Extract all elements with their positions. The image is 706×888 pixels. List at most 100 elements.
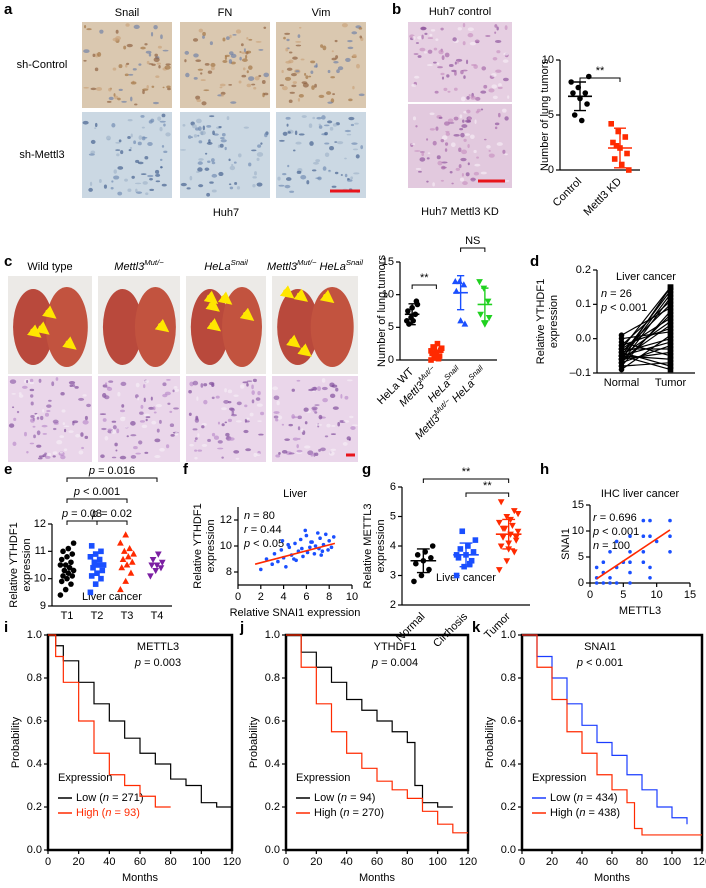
cell [152, 101, 159, 105]
arrow [35, 321, 50, 335]
y-tick-label: 0.2 [265, 801, 280, 813]
y-tick-label: 0.8 [27, 672, 42, 684]
data-point [68, 559, 74, 566]
cell [135, 382, 140, 388]
cell [196, 98, 202, 103]
cell [335, 387, 339, 392]
data-point [326, 548, 330, 552]
lung-lobe [45, 287, 88, 367]
data-point [98, 575, 104, 582]
data-point [126, 544, 133, 552]
cell [201, 101, 207, 106]
cell [427, 152, 431, 155]
cell [94, 67, 99, 72]
cell [163, 150, 168, 154]
cell [279, 84, 285, 87]
cell [505, 180, 510, 182]
cell [504, 116, 509, 121]
bracket [460, 247, 486, 252]
cell [29, 378, 34, 383]
cell [297, 437, 301, 440]
cell [494, 39, 502, 43]
data-point [476, 279, 483, 286]
x-axis-label: Months [594, 872, 631, 884]
data-point [431, 351, 438, 358]
cell [217, 144, 221, 149]
cell [344, 129, 351, 133]
cell [222, 59, 228, 63]
cell [419, 151, 425, 153]
cell [105, 386, 111, 389]
cell [322, 166, 327, 171]
cell [417, 170, 422, 173]
cell [329, 393, 336, 399]
cell [298, 93, 304, 98]
cell [209, 115, 215, 118]
survival-curve [48, 634, 232, 808]
cell [124, 178, 128, 182]
cell [231, 410, 235, 416]
pair-line [621, 314, 671, 364]
cell [313, 452, 316, 457]
y-axis-label: expression [21, 538, 33, 591]
note: Liver cancer [82, 591, 142, 603]
cell [184, 50, 190, 55]
cell [138, 440, 143, 445]
cell [498, 83, 502, 87]
cell [294, 130, 298, 136]
cell [188, 390, 192, 394]
data-point [428, 357, 434, 363]
cell [220, 93, 225, 97]
data-point [100, 562, 107, 568]
x-tick-label: 0 [519, 856, 525, 868]
cell [423, 51, 427, 54]
legend-label-part: = 93) [111, 807, 139, 819]
cell [218, 171, 224, 177]
cell [188, 412, 192, 416]
cell [349, 415, 354, 419]
cell [441, 76, 445, 80]
cell [286, 123, 289, 127]
cell [12, 441, 17, 447]
y-tick-label: 0.2 [501, 801, 516, 813]
cell [47, 452, 52, 457]
cell [241, 51, 246, 55]
x-tick-label: Normal [604, 377, 639, 389]
cell [71, 383, 76, 388]
cell [488, 88, 495, 93]
cell [474, 163, 481, 167]
cell [324, 435, 329, 438]
cell [348, 116, 355, 121]
cell [263, 72, 270, 78]
column-label: HeLaSnail [204, 258, 248, 273]
cell [165, 444, 170, 449]
cell [475, 110, 479, 114]
cell [212, 130, 215, 136]
comparison-label-part: p [88, 465, 95, 477]
error-bar [416, 548, 430, 574]
error-bar [408, 303, 416, 326]
cell [210, 66, 215, 71]
cell [125, 23, 130, 27]
data-point [69, 551, 76, 557]
cell [246, 37, 249, 40]
cell [256, 182, 263, 187]
cell [495, 69, 502, 73]
panel-letter: e [4, 461, 12, 478]
cell [21, 385, 28, 389]
data-point [327, 539, 332, 543]
cell [219, 83, 226, 87]
annotation: p = 0.003 [134, 657, 181, 669]
cell [292, 56, 298, 60]
data-point [69, 573, 76, 579]
comparison-label: p = 0.03 [61, 508, 102, 520]
cell [146, 60, 150, 65]
data-point [65, 570, 72, 576]
cell [117, 166, 124, 170]
cell [281, 69, 284, 74]
column-label-part: Snail [231, 258, 248, 267]
cell [457, 27, 462, 31]
cell [254, 76, 260, 81]
cell [159, 120, 166, 123]
